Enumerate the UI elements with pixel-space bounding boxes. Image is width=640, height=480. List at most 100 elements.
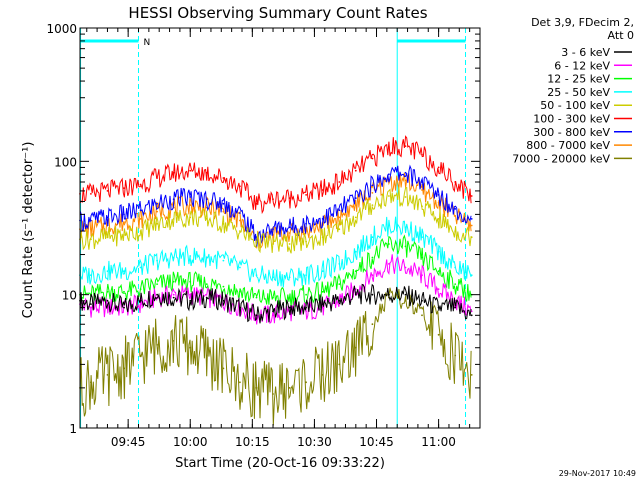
data-point (421, 274, 423, 277)
generation-timestamp: 29-Nov-2017 10:49 (559, 469, 636, 478)
data-point (470, 224, 473, 227)
data-point (106, 290, 109, 293)
data-point (437, 333, 440, 336)
data-point (305, 381, 307, 384)
data-point (222, 202, 225, 205)
data-point (123, 187, 125, 190)
data-point (272, 310, 274, 313)
legend-label: 7000 - 20000 keV (512, 152, 610, 165)
data-point (255, 296, 258, 299)
data-point (454, 230, 457, 233)
data-point (139, 218, 142, 220)
x-tick-label: 11:00 (421, 435, 456, 449)
data-point (106, 236, 109, 239)
data-point (90, 303, 92, 305)
x-tick-label: 09:45 (111, 435, 146, 449)
data-point (272, 296, 274, 299)
data-point (156, 293, 159, 296)
data-point (321, 306, 324, 309)
data-point (139, 288, 142, 290)
data-point (156, 210, 159, 213)
data-point (90, 274, 92, 277)
data-point (388, 195, 390, 197)
data-point (156, 177, 159, 179)
data-point (239, 290, 241, 293)
data-point (470, 274, 473, 277)
data-point (321, 303, 324, 305)
data-point (404, 145, 407, 148)
data-point (189, 169, 192, 172)
data-point (321, 374, 324, 376)
data-point (123, 221, 125, 224)
data-point (454, 266, 457, 269)
y-tick-label: 10 (62, 289, 77, 303)
data-point (454, 208, 457, 210)
y-tick-label: 100 (54, 155, 77, 169)
data-point (123, 270, 125, 273)
data-point (338, 216, 341, 219)
data-point (172, 340, 175, 342)
data-point (404, 245, 407, 248)
data-point (272, 276, 274, 279)
series-4 (79, 216, 473, 288)
data-point (288, 276, 291, 279)
data-point (205, 296, 208, 299)
y-tick-label: 1 (69, 422, 77, 436)
series-trace-8 (79, 172, 472, 249)
data-point (239, 306, 241, 309)
series-trace-6 (79, 135, 472, 215)
data-point (388, 173, 390, 176)
data-point (255, 202, 258, 205)
data-point (139, 266, 142, 269)
data-point (371, 236, 374, 239)
data-point (421, 299, 423, 302)
data-point (139, 303, 142, 305)
data-point (172, 218, 175, 220)
data-point (454, 354, 457, 357)
data-point (338, 283, 341, 285)
data-point (371, 204, 374, 207)
x-tick-label: 10:45 (359, 435, 394, 449)
data-point (205, 198, 208, 201)
data-point (123, 213, 125, 216)
data-point (239, 381, 241, 384)
data-point (255, 240, 258, 243)
data-point (305, 274, 307, 277)
legend-label: 25 - 50 keV (547, 86, 610, 99)
legend-label: 800 - 7000 keV (526, 139, 610, 152)
data-point (404, 171, 407, 174)
data-point (470, 374, 473, 376)
data-point (288, 232, 291, 234)
data-point (205, 354, 208, 357)
data-point (470, 195, 473, 197)
y-tick-label: 1000 (46, 22, 77, 36)
legend-label: 12 - 25 keV (547, 73, 610, 86)
data-point (354, 169, 357, 172)
data-point (222, 222, 225, 225)
data-point (371, 274, 374, 277)
data-point (239, 219, 241, 222)
data-point (354, 250, 357, 253)
data-point (321, 189, 324, 191)
data-point (139, 183, 142, 186)
data-point (90, 193, 92, 195)
data-point (205, 283, 208, 285)
data-point (272, 198, 274, 201)
data-point (205, 256, 208, 259)
series-trace-4 (79, 216, 472, 288)
data-point (239, 266, 241, 269)
data-point (321, 270, 324, 273)
data-point (139, 354, 142, 357)
data-point (404, 293, 407, 296)
data-point (371, 256, 374, 259)
data-point (305, 306, 307, 309)
data-point (404, 299, 407, 302)
data-point (139, 209, 142, 212)
data-point (338, 263, 341, 265)
series-trace-7 (79, 164, 472, 247)
x-axis-ticks: 09:45 10:00 10:15 10:30 10:45 11:00 (86, 28, 481, 449)
x-tick-label: 10:30 (297, 435, 332, 449)
data-point (172, 280, 175, 283)
data-point (437, 270, 440, 273)
series-6 (79, 135, 473, 215)
